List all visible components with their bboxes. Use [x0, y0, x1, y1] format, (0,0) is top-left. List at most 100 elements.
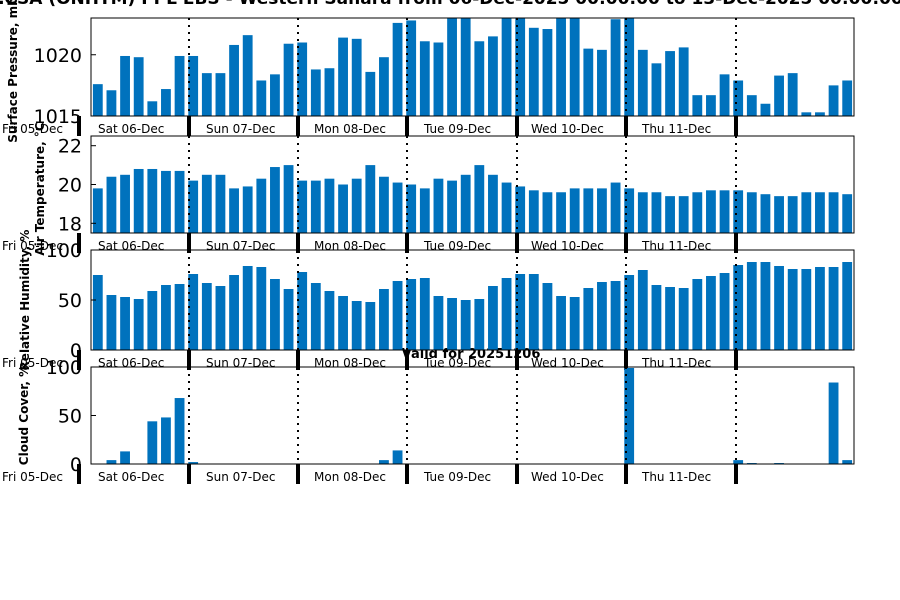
bar — [107, 460, 117, 464]
x-tick-label: Tue 09-Dec — [423, 239, 491, 253]
bar — [638, 270, 648, 350]
bar — [147, 169, 157, 233]
bar — [365, 302, 375, 350]
x-tick-label: Wed 10-Dec — [531, 470, 604, 484]
bar — [543, 283, 553, 350]
bar — [692, 192, 702, 233]
bar — [474, 41, 484, 116]
bar — [284, 44, 294, 116]
x-tick-label: Tue 09-Dec — [423, 470, 491, 484]
bar — [338, 296, 348, 350]
bar — [761, 262, 771, 350]
bar — [325, 291, 335, 350]
figure: …CSA (ONHTM) PPL EBS - Western Sahara fr… — [0, 0, 900, 600]
y-tick-label: 50 — [58, 406, 82, 428]
bar — [624, 188, 634, 233]
bar — [420, 278, 430, 350]
bar — [788, 73, 798, 116]
bar — [733, 265, 743, 350]
bar — [556, 18, 566, 116]
bar — [229, 275, 239, 350]
x-tick-label: Sun 07-Dec — [206, 356, 275, 370]
bar — [815, 112, 825, 116]
bar — [679, 196, 689, 233]
bar — [420, 188, 430, 233]
x-tick-label: Sun 07-Dec — [206, 470, 275, 484]
bar — [379, 289, 389, 350]
bar — [801, 112, 811, 116]
bar — [93, 275, 103, 350]
bar — [256, 267, 266, 350]
bar — [815, 192, 825, 233]
bar — [583, 288, 593, 350]
bar — [352, 179, 362, 233]
bar — [270, 74, 280, 116]
x-tick-label: Sat 06-Dec — [98, 356, 164, 370]
bar — [107, 90, 117, 116]
bar — [706, 95, 716, 116]
bar — [434, 43, 444, 117]
y-tick-label: 50 — [58, 290, 82, 312]
bar — [529, 190, 539, 233]
bar — [829, 267, 839, 350]
bar — [147, 291, 157, 350]
bar — [406, 185, 416, 234]
x-tick-label: Wed 10-Dec — [531, 122, 604, 136]
bar — [229, 188, 239, 233]
x-tick-label: Fri 05-Dec — [2, 470, 63, 484]
bar — [393, 23, 403, 116]
bar — [801, 269, 811, 350]
bar — [270, 279, 280, 350]
bar — [365, 72, 375, 116]
bar — [788, 196, 798, 233]
bar — [829, 192, 839, 233]
bar — [583, 49, 593, 116]
bar — [543, 192, 553, 233]
surface-pressure-panel: Surface Pressure, mb 10151020Fri 05-Dec S… — [2, 0, 854, 143]
y-axis-label: Cloud Cover, % — [17, 365, 31, 465]
bar — [216, 286, 226, 350]
bar — [461, 175, 471, 233]
x-tick-label: Thu 11-Dec — [641, 122, 711, 136]
bar — [107, 177, 117, 233]
bar — [774, 76, 784, 116]
bar — [393, 450, 403, 464]
bar — [611, 183, 621, 233]
x-tick-label: Tue 09-Dec — [423, 122, 491, 136]
bar — [447, 181, 457, 233]
bar — [284, 165, 294, 233]
bar — [720, 273, 730, 350]
y-tick-label: 100 — [46, 240, 82, 262]
bar — [761, 104, 771, 116]
bar — [679, 47, 689, 116]
bar — [842, 80, 852, 116]
air-temperature-panel: Air Temperature, °C 182022Fri 05-Dec Sat … — [2, 122, 854, 256]
y-tick-label: 22 — [58, 136, 82, 158]
bar — [665, 51, 675, 116]
bar — [256, 179, 266, 233]
bar — [134, 57, 144, 116]
bar — [529, 274, 539, 350]
bar — [706, 276, 716, 350]
bar — [611, 281, 621, 350]
x-tick-label: Tue 09-Dec — [423, 356, 491, 370]
bar — [733, 190, 743, 233]
bar — [284, 289, 294, 350]
bar — [692, 95, 702, 116]
bar — [652, 192, 662, 233]
x-tick-label: Mon 08-Dec — [314, 356, 386, 370]
x-tick-label: Wed 10-Dec — [531, 239, 604, 253]
bar — [120, 297, 130, 350]
bar — [297, 272, 307, 350]
bar — [597, 282, 607, 350]
bar — [788, 269, 798, 350]
y-axis-label: Air Temperature, °C — [33, 122, 47, 256]
plot-frame — [91, 367, 854, 464]
bar — [147, 101, 157, 116]
x-tick-label: Mon 08-Dec — [314, 239, 386, 253]
bar — [447, 298, 457, 350]
bar — [216, 175, 226, 233]
bar — [774, 196, 784, 233]
bar — [638, 50, 648, 116]
